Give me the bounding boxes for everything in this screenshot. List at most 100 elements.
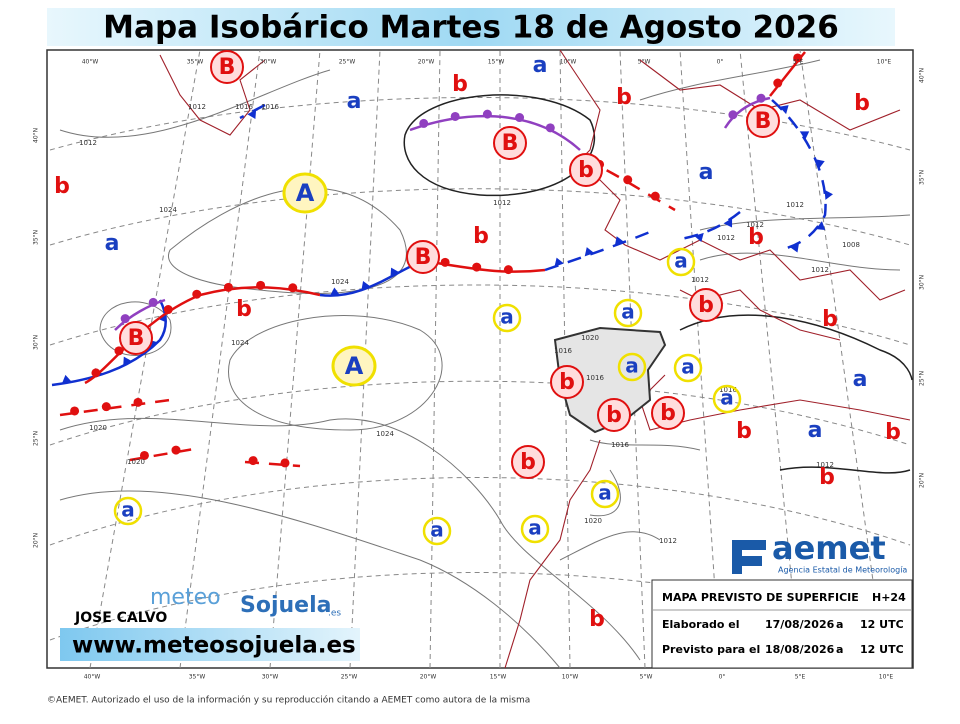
lon-label: 10°E	[879, 674, 894, 681]
front-symbol	[247, 109, 257, 120]
minor-high-ring	[113, 496, 143, 526]
lon-label: 10°W	[562, 674, 579, 681]
logo-icon	[732, 540, 766, 574]
minor-high: a	[598, 481, 612, 505]
isobar-label: 1012	[493, 199, 511, 207]
author: JOSE CALVO	[74, 610, 167, 626]
front-symbol	[114, 346, 124, 356]
info-label: Previsto para el	[662, 643, 760, 656]
lon-label: 15°W	[488, 59, 505, 66]
front-symbol	[793, 53, 803, 63]
isobar-label: 1012	[717, 234, 735, 242]
lat-label: 20°N	[33, 533, 40, 548]
isobar-label: 1016	[554, 347, 572, 355]
low-center: b	[520, 450, 536, 475]
isobar-label: 1024	[331, 278, 349, 286]
cold-front	[239, 103, 266, 120]
front-symbol	[789, 243, 799, 253]
front-symbol	[361, 281, 371, 291]
lat-label: 30°N	[919, 275, 926, 290]
lat-label: 25°N	[919, 371, 926, 386]
front-symbol	[756, 93, 766, 103]
front-symbol	[248, 456, 258, 466]
minor-high-ring	[613, 298, 643, 328]
info-at: a	[836, 618, 843, 631]
minor-low: b	[54, 174, 70, 199]
front-symbol	[472, 262, 482, 272]
info-step: H+24	[872, 591, 906, 604]
minor-high: a	[674, 249, 688, 273]
lon-label: 25°W	[341, 674, 358, 681]
low-center: b	[578, 158, 594, 183]
minor-high: a	[625, 354, 639, 378]
low-center: B	[415, 245, 432, 270]
lon-label: 10°W	[560, 59, 577, 66]
isobar-label: 1012	[786, 201, 804, 209]
high-ring	[331, 345, 377, 387]
low-ring	[689, 288, 723, 322]
front-symbol	[623, 175, 633, 185]
low-ring	[493, 126, 527, 160]
isobar-label: 1016	[611, 441, 629, 449]
fronts	[51, 51, 833, 468]
logo-name: aemet	[772, 529, 886, 567]
low-ring	[597, 398, 631, 432]
front-symbol	[61, 374, 72, 384]
minor-high: a	[720, 386, 734, 410]
isobar-label: 1008	[842, 241, 860, 249]
low-ring	[746, 104, 780, 138]
isobar-label: 1016	[261, 103, 279, 111]
front-symbol	[192, 289, 202, 299]
minor-high-ring	[673, 353, 703, 383]
info-time: 12 UTC	[860, 618, 904, 631]
isobar-label: 1012	[746, 221, 764, 229]
website: www.meteosojuela.es	[72, 633, 356, 659]
footer: ©AEMET. Autorizado el uso de la informac…	[47, 695, 530, 706]
lon-label: 35°W	[187, 59, 204, 66]
minor-high: a	[121, 498, 135, 522]
front-symbol	[799, 131, 810, 140]
low-ring	[550, 365, 584, 399]
title: Mapa Isobárico Martes 18 de Agosto 2026	[103, 10, 839, 46]
minor-high: a	[347, 89, 362, 114]
isobar-label: 1016	[235, 103, 253, 111]
low-ring	[569, 153, 603, 187]
low-center: B	[755, 109, 772, 134]
lon-label: 20°W	[420, 674, 437, 681]
minor-low: b	[236, 297, 252, 322]
low-ring	[511, 445, 545, 479]
logo-subtitle: Agencia Estatal de Meteorología	[778, 566, 907, 575]
low-center: B	[128, 326, 145, 351]
front-symbol	[139, 450, 149, 460]
lon-label: 20°W	[418, 59, 435, 66]
info-title: MAPA PREVISTO DE SUPERFICIE	[662, 591, 859, 604]
lon-label: 5°W	[638, 59, 651, 66]
front-symbol	[650, 191, 660, 201]
info-date: 18/08/2026	[765, 643, 835, 656]
minor-high: a	[808, 418, 823, 443]
isobar-label: 1020	[581, 334, 599, 342]
minor-high: a	[105, 231, 120, 256]
brand-es: .es	[328, 609, 341, 619]
low-center: b	[559, 370, 575, 395]
lon-label: 0°	[717, 59, 724, 66]
low-ring	[406, 240, 440, 274]
front-symbol	[723, 218, 733, 228]
labels: 40°W 35°W 30°W 25°W 20°W 15°W 10°W 5°W 0° 5°E 10°E…	[33, 50, 926, 681]
minor-high: a	[500, 305, 514, 329]
lon-label: 30°W	[262, 674, 279, 681]
front-symbol	[614, 236, 625, 246]
minor-low: b	[822, 307, 838, 332]
front-symbol	[101, 402, 111, 412]
front-symbol	[545, 123, 555, 133]
minor-low: b	[819, 465, 835, 490]
lon-label: 0°	[719, 674, 726, 681]
isobar-label: 1016	[719, 386, 737, 394]
front-symbol	[280, 458, 290, 468]
lon-label: 35°W	[189, 674, 206, 681]
lon-label: 10°E	[877, 59, 892, 66]
isobar-label: 1012	[811, 266, 829, 274]
front-symbol	[329, 287, 340, 296]
minor-low: b	[885, 420, 901, 445]
low-ring	[119, 321, 153, 355]
